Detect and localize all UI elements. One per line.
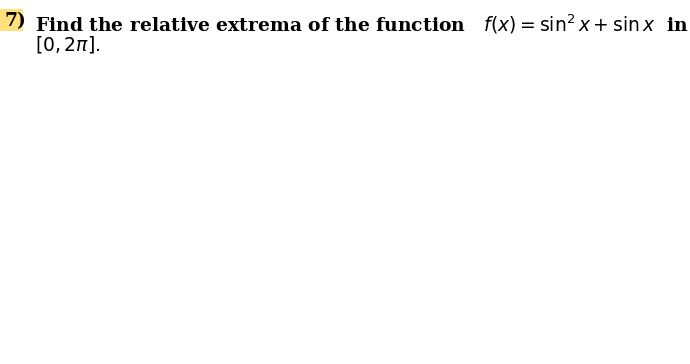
FancyBboxPatch shape bbox=[0, 9, 23, 31]
Text: $[0,2\pi].$: $[0,2\pi].$ bbox=[35, 34, 100, 55]
Text: Find the relative extrema of the function   $f(x)=\sin^2 x+\sin x$  in the inter: Find the relative extrema of the functio… bbox=[35, 12, 690, 36]
Text: 7): 7) bbox=[5, 12, 27, 30]
